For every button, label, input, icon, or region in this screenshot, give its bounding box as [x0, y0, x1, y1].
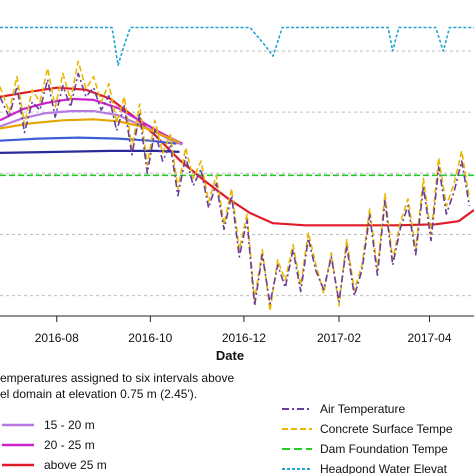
x-tick-label-2: 2016-10	[128, 331, 172, 345]
x-axis-title: Date	[216, 348, 244, 363]
legend-label-20-25: 20 - 25 m	[44, 438, 95, 452]
x-tick-label-1: 2016-08	[35, 331, 79, 345]
series-line-concrete-surface-temperature	[0, 60, 471, 312]
series-line-upper-interval-a	[0, 118, 180, 144]
note-line-1: emperatures assigned to six intervals ab…	[0, 371, 234, 385]
series-line-20-25-m	[0, 97, 183, 145]
plot-area	[0, 26, 474, 312]
legend-label-above-25: above 25 m	[44, 458, 107, 472]
series-line-above-25-m	[0, 86, 474, 227]
x-tick-label-5: 2017-04	[407, 331, 451, 345]
x-axis-ticks: 2016-08 2016-10 2016-12 2017-02 2017-04	[35, 316, 452, 345]
legend-label-headpond: Headpond Water Elevat	[320, 462, 448, 474]
legend-label-air: Air Temperature	[320, 402, 405, 416]
legend-label-concrete: Concrete Surface Tempe	[320, 422, 453, 436]
note-line-2: el domain at elevation 0.75 m (2.45').	[0, 387, 197, 401]
legend-right: Air Temperature Concrete Surface Tempe D…	[282, 402, 453, 474]
x-tick-label-3: 2016-12	[222, 331, 266, 345]
legend-left: 15 - 20 m 20 - 25 m above 25 m	[2, 418, 107, 472]
legend-label-foundation: Dam Foundation Tempe	[320, 442, 448, 456]
legend-label-15-20: 15 - 20 m	[44, 418, 95, 432]
series-line-upper-interval-b	[0, 136, 177, 145]
x-tick-label-4: 2017-02	[317, 331, 361, 345]
